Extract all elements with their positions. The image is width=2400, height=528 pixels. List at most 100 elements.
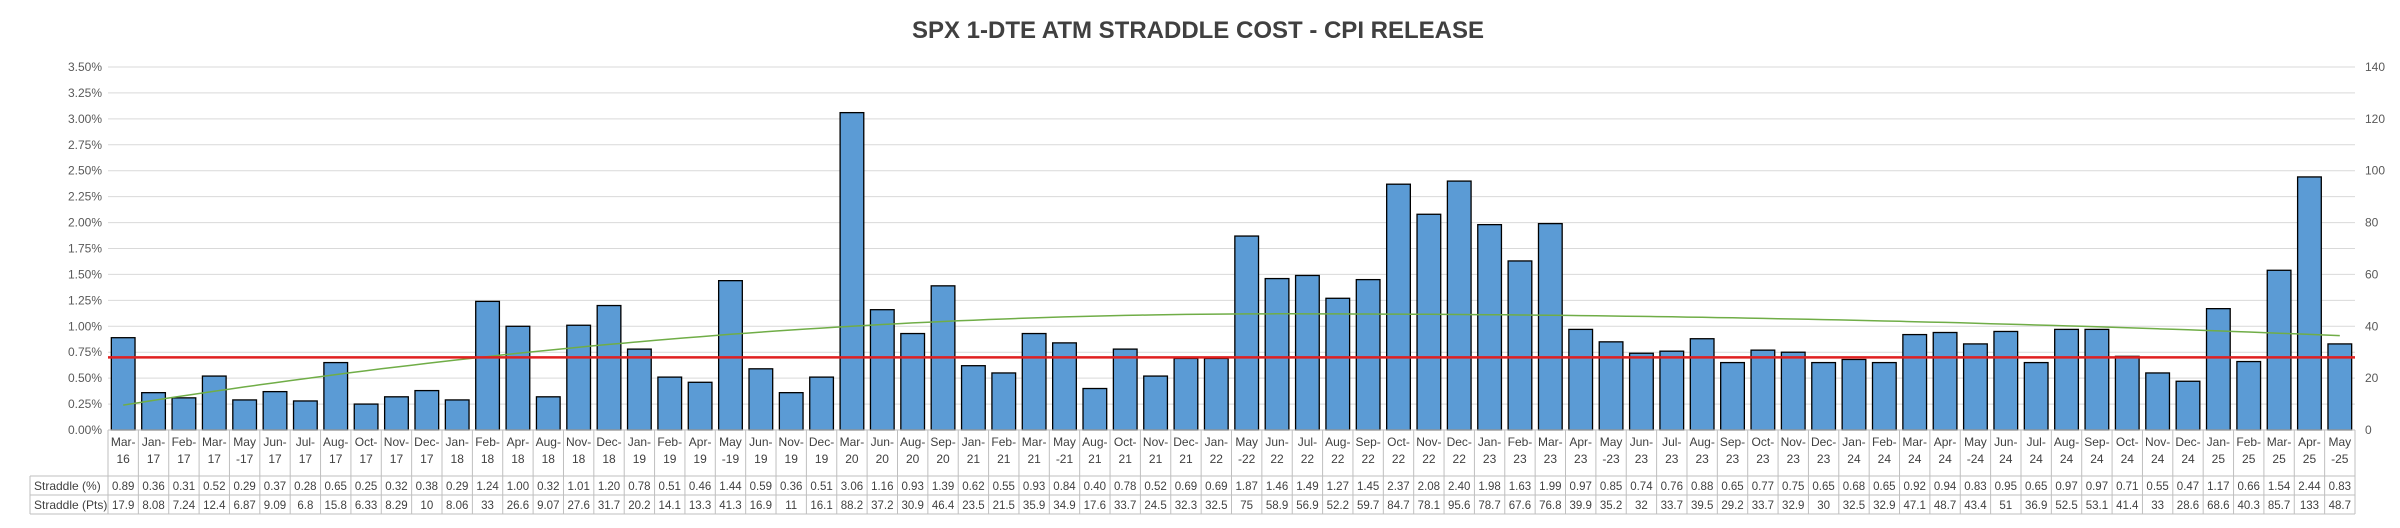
x-axis-category-label: Oct-: [2116, 435, 2139, 449]
bar: [1598, 341, 1624, 431]
straddle-points-value: 59.7: [1357, 500, 1379, 512]
bar: [687, 381, 713, 431]
straddle-percent-value: 0.66: [2238, 481, 2260, 493]
bar: [717, 280, 743, 431]
bar: [2236, 360, 2262, 431]
straddle-points-value: 33.7: [1114, 500, 1136, 512]
straddle-percent-value: 0.40: [1084, 481, 1106, 493]
bar: [2205, 308, 2231, 431]
x-axis-category-label: Sep-: [1355, 435, 1380, 449]
bar: [444, 399, 470, 431]
x-axis-category-label: -22: [1238, 452, 1256, 466]
straddle-points-value: 10: [420, 500, 433, 512]
straddle-points-value: 7.24: [173, 500, 196, 512]
bar: [141, 392, 167, 431]
x-axis-category-label: 25: [2272, 452, 2286, 466]
left-axis-tick-label: 2.50%: [68, 164, 102, 178]
x-axis-category-label: -24: [1967, 452, 1985, 466]
bar: [2296, 176, 2322, 431]
straddle-percent-value: 0.65: [2025, 481, 2047, 493]
right-axis-tick-label: 40: [2365, 319, 2379, 333]
straddle-points-value: 84.7: [1387, 500, 1409, 512]
straddle-points-value: 32.3: [1175, 500, 1197, 512]
x-axis-category-label: Feb-: [1508, 435, 1533, 449]
x-axis-category-label: 23: [1544, 452, 1558, 466]
straddle-percent-value: 0.94: [1934, 481, 1957, 493]
x-axis-category-label: Jul-: [296, 435, 315, 449]
bar: [2054, 328, 2080, 431]
straddle-points-value: 12.4: [203, 500, 226, 512]
left-axis-tick-label: 1.25%: [68, 293, 102, 307]
straddle-percent-value: 0.38: [416, 481, 438, 493]
x-axis-category-label: 21: [1149, 452, 1163, 466]
straddle-percent-value: 0.71: [2116, 481, 2138, 493]
bar: [1386, 183, 1411, 431]
x-axis-category-label: May: [233, 435, 256, 449]
bar: [232, 399, 258, 431]
x-axis-category-label: Aug-: [1325, 435, 1350, 449]
x-axis-category-label: Jan-: [962, 435, 985, 449]
straddle-points-value: 17.6: [1084, 500, 1106, 512]
straddle-percent-value: 0.65: [1873, 481, 1895, 493]
x-axis-category-label: Nov-: [384, 435, 409, 449]
x-axis-category-label: May: [1600, 435, 1623, 449]
straddle-percent-value: 0.89: [112, 481, 134, 493]
straddle-points-value: 37.2: [871, 500, 893, 512]
x-axis-category-label: 24: [2181, 452, 2195, 466]
straddle-points-value: 16.1: [810, 500, 832, 512]
bar: [778, 392, 804, 431]
x-axis-category-label: 23: [1787, 452, 1801, 466]
straddle-points-value: 32.9: [1873, 500, 1895, 512]
bar: [1811, 361, 1837, 431]
bar: [1932, 331, 1958, 431]
x-axis-category-label: 20: [876, 452, 890, 466]
bar: [414, 389, 440, 431]
x-axis-category-label: Mar-: [202, 435, 227, 449]
straddle-percent-value: 0.97: [2055, 481, 2077, 493]
x-axis-category-label: 21: [967, 452, 981, 466]
straddle-percent-value: 0.47: [2177, 481, 2199, 493]
straddle-points-value: 32: [1635, 500, 1648, 512]
x-axis-category-label: 25: [2212, 452, 2226, 466]
straddle-points-value: 39.9: [1570, 500, 1592, 512]
bar: [566, 324, 592, 431]
straddle-percent-value: 0.32: [385, 481, 407, 493]
x-axis-category-label: 24: [2090, 452, 2104, 466]
straddle-points-value: 17.9: [112, 500, 134, 512]
bar: [1264, 277, 1290, 431]
x-axis-category-label: 25: [2242, 452, 2256, 466]
left-axis-tick-label: 0.25%: [68, 397, 102, 411]
straddle-percent-value: 1.49: [1296, 481, 1318, 493]
bar: [1477, 223, 1503, 431]
x-axis-category-label: 21: [1088, 452, 1102, 466]
straddle-percent-value: 0.78: [628, 481, 650, 493]
x-axis-category-label: Jan-: [628, 435, 651, 449]
x-axis-category-label: 23: [1574, 452, 1588, 466]
straddle-percent-value: 0.32: [537, 481, 559, 493]
bar: [2114, 355, 2140, 431]
x-axis-category-label: Dec-: [1811, 435, 1836, 449]
bar: [353, 403, 379, 431]
x-axis-category-label: Aug-: [323, 435, 348, 449]
straddle-percent-value: 0.97: [1570, 481, 1592, 493]
straddle-points-value: 32.5: [1843, 500, 1865, 512]
straddle-points-value: 47.1: [1904, 500, 1926, 512]
x-axis-category-label: Feb-: [172, 435, 197, 449]
straddle-percent-value: 0.84: [1053, 481, 1076, 493]
straddle-percent-value: 1.98: [1478, 481, 1500, 493]
bar: [2145, 372, 2171, 431]
x-axis-category-label: 22: [1270, 452, 1284, 466]
x-axis-category-label: 22: [1453, 452, 1467, 466]
straddle-points-value: 9.07: [537, 500, 559, 512]
x-axis-category-label: 23: [1817, 452, 1831, 466]
straddle-points-value: 6.8: [297, 500, 313, 512]
right-axis-tick-label: 80: [2365, 216, 2379, 230]
bar: [1416, 213, 1442, 431]
x-axis-category-label: Oct-: [1387, 435, 1410, 449]
bar: [1720, 361, 1746, 431]
straddle-points-value: 33.7: [1661, 500, 1683, 512]
straddle-points-value: 30.9: [901, 500, 923, 512]
x-axis-category-label: 18: [481, 452, 495, 466]
x-axis-category-label: 21: [1179, 452, 1193, 466]
